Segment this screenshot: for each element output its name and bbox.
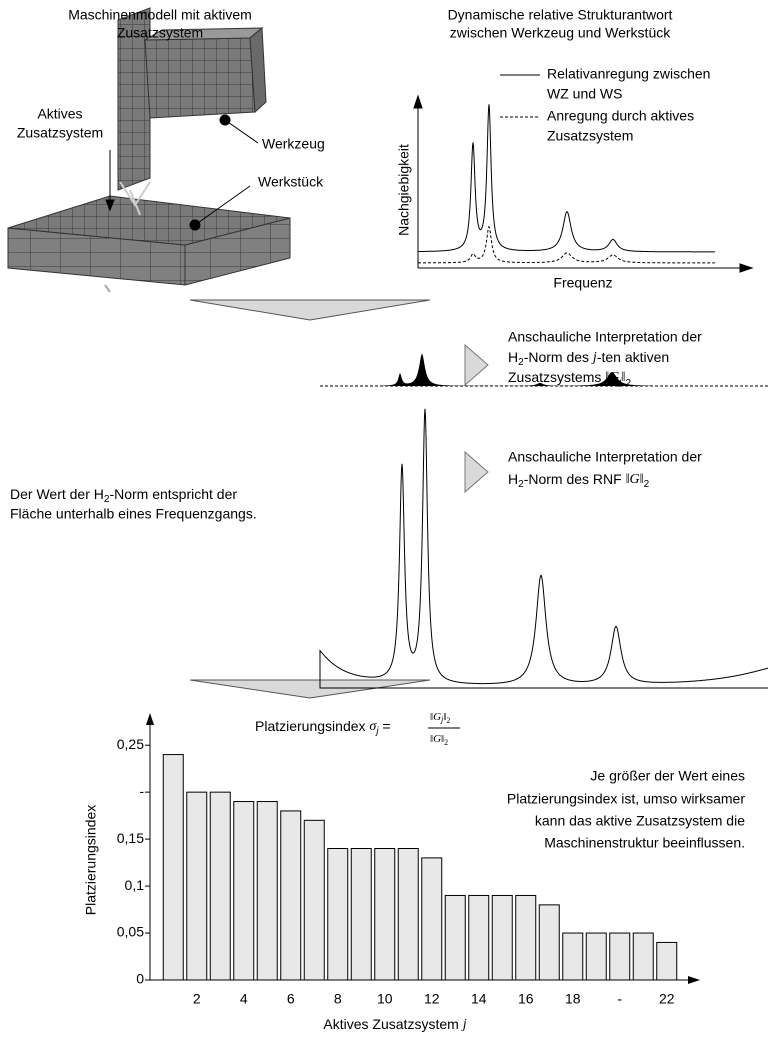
x-tick-label: - — [617, 991, 622, 1007]
text: -Norm des RNF — [524, 471, 626, 487]
interpretation: H2-Norm des j-ten aktiven — [508, 349, 669, 368]
interpretation: Anschauliche Interpretation der — [508, 449, 702, 465]
x-tick-label: 4 — [240, 991, 248, 1007]
page: Maschinenmodell mit aktivem Zusatzsystem… — [0, 0, 768, 1041]
symbol: ‖G‖ — [430, 733, 444, 745]
y-tick-label: 0,25 — [117, 736, 144, 752]
text: Zusatzsystems — [508, 369, 605, 385]
machine-model — [8, 8, 290, 292]
text: Platzierungsindex — [255, 718, 369, 734]
bar — [375, 849, 395, 981]
bar — [351, 849, 371, 981]
bar — [516, 895, 536, 980]
bar — [492, 895, 512, 980]
response-title: zwischen Werkzeug und Werkstück — [450, 25, 671, 41]
bar — [257, 802, 277, 980]
bar — [586, 933, 606, 980]
bar — [563, 933, 583, 980]
response-title: Dynamische relative Strukturantwort — [448, 7, 673, 23]
formula: Platzierungsindex σj = — [255, 718, 395, 737]
bar — [633, 933, 653, 980]
text: -Norm des — [524, 349, 593, 365]
pointer — [465, 452, 488, 492]
response-curve — [418, 104, 715, 252]
y-tick-label: 0,1 — [125, 877, 145, 893]
text: -ten aktiven — [597, 349, 669, 365]
x-tick-label: 6 — [287, 991, 295, 1007]
text: Aktives Zusatzsystem — [323, 1016, 462, 1032]
machine-title: Zusatzsystem — [117, 25, 203, 41]
formula-denominator: ‖G‖2 — [430, 733, 448, 747]
bar — [210, 792, 230, 980]
y-axis-label: Platzierungsindex — [83, 805, 99, 916]
y-tick-label: 0,15 — [117, 830, 144, 846]
x-tick-label: 16 — [518, 991, 534, 1007]
legend-label: Zusatzsystem — [547, 128, 633, 144]
bar — [657, 942, 677, 980]
interpretation: H2-Norm des RNF ‖G‖2 — [508, 471, 650, 490]
x-axis-label: Aktives Zusatzsystem j — [323, 1016, 466, 1033]
text: Der Wert der H — [10, 486, 104, 502]
x-tick-label: 2 — [193, 991, 201, 1007]
bar — [610, 933, 630, 980]
label: Aktives — [37, 106, 82, 122]
bar — [234, 802, 254, 980]
x-tick-label: 8 — [334, 991, 342, 1007]
text: H — [508, 471, 518, 487]
subscript: 2 — [444, 738, 448, 747]
text: -Norm entspricht der — [109, 486, 237, 502]
flow-arrow — [190, 300, 430, 320]
x-tick-label: 18 — [565, 991, 581, 1007]
bar — [163, 755, 183, 980]
label: Zusatzsystem — [17, 125, 103, 141]
machine-title: Maschinenmodell mit aktivem — [68, 7, 252, 23]
formula-numerator: ‖Gj‖2 — [430, 711, 450, 725]
bar — [328, 849, 348, 981]
label: Werkstück — [258, 174, 324, 190]
x-tick-label: 22 — [659, 991, 675, 1007]
note: Fläche unterhalb eines Frequenzgangs. — [10, 506, 257, 522]
bar — [304, 820, 324, 980]
annotation: Maschinenstruktur beeinflussen. — [544, 835, 745, 851]
text: H — [508, 349, 518, 365]
axis-arrow — [688, 976, 700, 984]
axis-arrow — [146, 713, 154, 725]
bar — [539, 905, 559, 980]
text: = — [379, 718, 395, 734]
flow-arrow — [190, 680, 430, 698]
bar — [281, 811, 301, 980]
note: Der Wert der H2-Norm entspricht der — [10, 486, 237, 505]
y-tick-label: - — [139, 783, 144, 799]
bar — [469, 895, 489, 980]
subscript: 2 — [625, 378, 631, 389]
bar — [422, 858, 442, 980]
y-tick-label: 0 — [136, 971, 144, 987]
axis-label: Frequenz — [553, 275, 612, 291]
legend-label: Relativanregung zwischen — [547, 66, 710, 82]
legend-label: WZ und WS — [547, 86, 622, 102]
x-tick-label: 14 — [471, 991, 487, 1007]
axis-label: Nachgiebigkeit — [396, 144, 412, 236]
figure: Maschinenmodell mit aktivem Zusatzsystem… — [0, 0, 768, 1041]
interpretation: Anschauliche Interpretation der — [508, 329, 702, 345]
annotation: Platzierungsindex ist, umso wirksamer — [507, 791, 745, 807]
annotation: kann das aktive Zusatzsystem die — [535, 813, 745, 829]
symbol: ‖G‖ — [626, 472, 644, 487]
symbol: ‖G — [430, 711, 441, 723]
pointer — [465, 345, 488, 385]
bar — [445, 895, 465, 980]
x-tick-label: 10 — [377, 991, 393, 1007]
bar — [398, 849, 418, 981]
annotation: Je größer der Wert eines — [590, 768, 745, 784]
subscript: 2 — [644, 479, 650, 490]
y-tick-label: 0,05 — [117, 924, 144, 940]
legend-label: Anregung durch aktives — [547, 108, 694, 124]
x-tick-label: 12 — [424, 991, 440, 1007]
subscript: 2 — [446, 716, 450, 725]
bar — [187, 792, 207, 980]
label: Werkzeug — [262, 136, 325, 152]
